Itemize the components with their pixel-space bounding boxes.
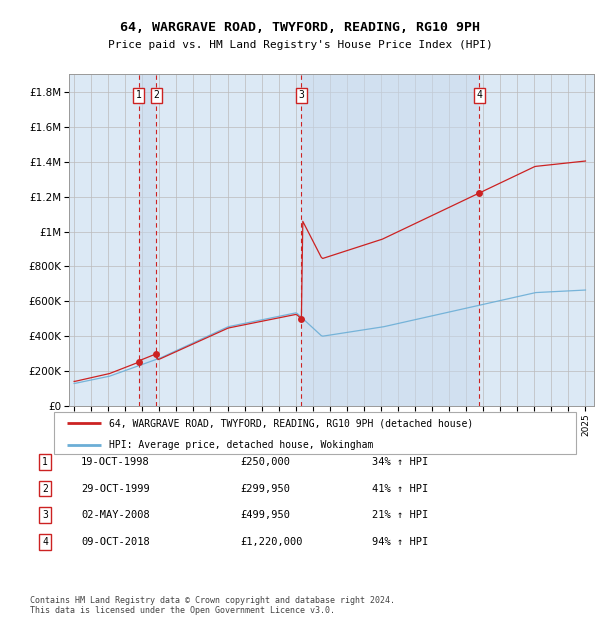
Text: 34% ↑ HPI: 34% ↑ HPI (372, 457, 428, 467)
Text: 1: 1 (42, 457, 48, 467)
Text: 3: 3 (298, 91, 304, 100)
Bar (301, 74, 479, 406)
Text: 2: 2 (42, 484, 48, 494)
Text: 2: 2 (154, 91, 160, 100)
Bar (139, 74, 157, 406)
Text: 94% ↑ HPI: 94% ↑ HPI (372, 537, 428, 547)
Text: 29-OCT-1999: 29-OCT-1999 (81, 484, 150, 494)
Text: £250,000: £250,000 (240, 457, 290, 467)
Text: 64, WARGRAVE ROAD, TWYFORD, READING, RG10 9PH: 64, WARGRAVE ROAD, TWYFORD, READING, RG1… (120, 22, 480, 34)
Text: HPI: Average price, detached house, Wokingham: HPI: Average price, detached house, Woki… (109, 440, 373, 450)
Text: 4: 4 (476, 91, 482, 100)
Text: 21% ↑ HPI: 21% ↑ HPI (372, 510, 428, 520)
FancyBboxPatch shape (54, 412, 576, 454)
Text: 1: 1 (136, 91, 142, 100)
Text: 02-MAY-2008: 02-MAY-2008 (81, 510, 150, 520)
Text: 09-OCT-2018: 09-OCT-2018 (81, 537, 150, 547)
Text: 19-OCT-1998: 19-OCT-1998 (81, 457, 150, 467)
Text: £499,950: £499,950 (240, 510, 290, 520)
Text: £299,950: £299,950 (240, 484, 290, 494)
Text: Contains HM Land Registry data © Crown copyright and database right 2024.
This d: Contains HM Land Registry data © Crown c… (30, 596, 395, 615)
Text: 3: 3 (42, 510, 48, 520)
Text: 64, WARGRAVE ROAD, TWYFORD, READING, RG10 9PH (detached house): 64, WARGRAVE ROAD, TWYFORD, READING, RG1… (109, 418, 473, 428)
Text: £1,220,000: £1,220,000 (240, 537, 302, 547)
Text: 41% ↑ HPI: 41% ↑ HPI (372, 484, 428, 494)
Text: Price paid vs. HM Land Registry's House Price Index (HPI): Price paid vs. HM Land Registry's House … (107, 40, 493, 50)
Text: 4: 4 (42, 537, 48, 547)
